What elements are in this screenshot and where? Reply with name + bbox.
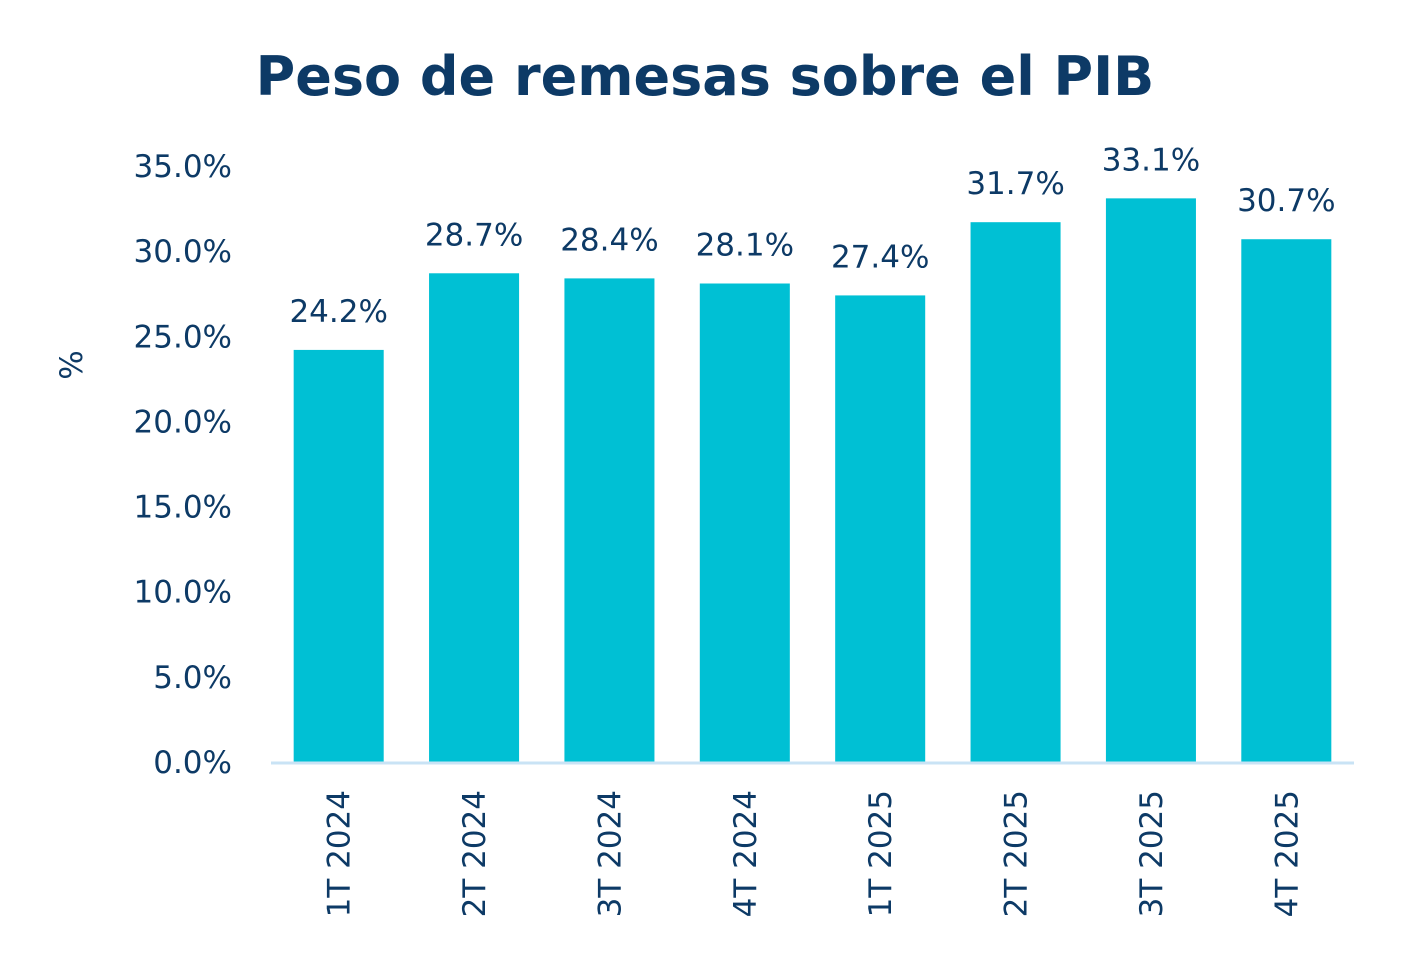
bar-value-label: 33.1% <box>1102 142 1200 178</box>
bar-value-label: 30.7% <box>1237 183 1335 219</box>
bar-value-label: 24.2% <box>289 294 387 330</box>
x-tick-label: 4T 2024 <box>728 790 764 917</box>
x-tick-label: 1T 2025 <box>863 790 899 917</box>
y-tick-label: 10.0% <box>134 575 232 611</box>
value-labels-group: 24.2% 28.7% 28.4% 28.1% 27.4% 31.7% 33.1% 30.7% <box>289 142 1335 330</box>
bar-value-label: 28.4% <box>560 222 658 258</box>
y-tick-label: 30.0% <box>134 234 232 270</box>
y-tick-label: 20.0% <box>134 404 232 440</box>
y-tick-label: 35.0% <box>134 149 232 185</box>
y-tick-label: 5.0% <box>153 660 232 696</box>
bar <box>564 278 655 762</box>
bar <box>835 295 926 762</box>
x-axis-ticks: 1T 2024 2T 2024 3T 2024 4T 2024 1T 2025 2T 20… <box>322 790 1306 917</box>
y-tick-label: 15.0% <box>134 490 232 526</box>
x-tick-label: 3T 2025 <box>1134 790 1170 917</box>
bar <box>1105 198 1196 763</box>
bar-value-label: 28.7% <box>425 217 523 253</box>
x-tick-label: 1T 2024 <box>322 790 358 917</box>
x-tick-label: 3T 2024 <box>592 790 628 917</box>
x-tick-label: 2T 2024 <box>457 790 493 917</box>
bar <box>293 349 384 762</box>
bar-value-label: 27.4% <box>831 239 929 275</box>
bar-value-label: 28.1% <box>696 227 794 263</box>
y-tick-label: 0.0% <box>153 745 232 781</box>
y-tick-label: 25.0% <box>134 319 232 355</box>
y-axis-label: % <box>54 350 90 379</box>
bar <box>699 283 790 762</box>
x-tick-label: 4T 2025 <box>1269 790 1305 917</box>
bar <box>429 273 520 762</box>
y-axis-ticks: 0.0% 5.0% 10.0% 15.0% 20.0% 25.0% 30.0% 35.0% <box>134 149 232 781</box>
bar-value-label: 31.7% <box>966 166 1064 202</box>
bar <box>970 222 1061 763</box>
x-tick-label: 2T 2025 <box>999 790 1035 917</box>
bars-group <box>293 198 1332 763</box>
chart-title: Peso de remesas sobre el PIB <box>256 45 1155 108</box>
bar <box>1241 239 1332 763</box>
